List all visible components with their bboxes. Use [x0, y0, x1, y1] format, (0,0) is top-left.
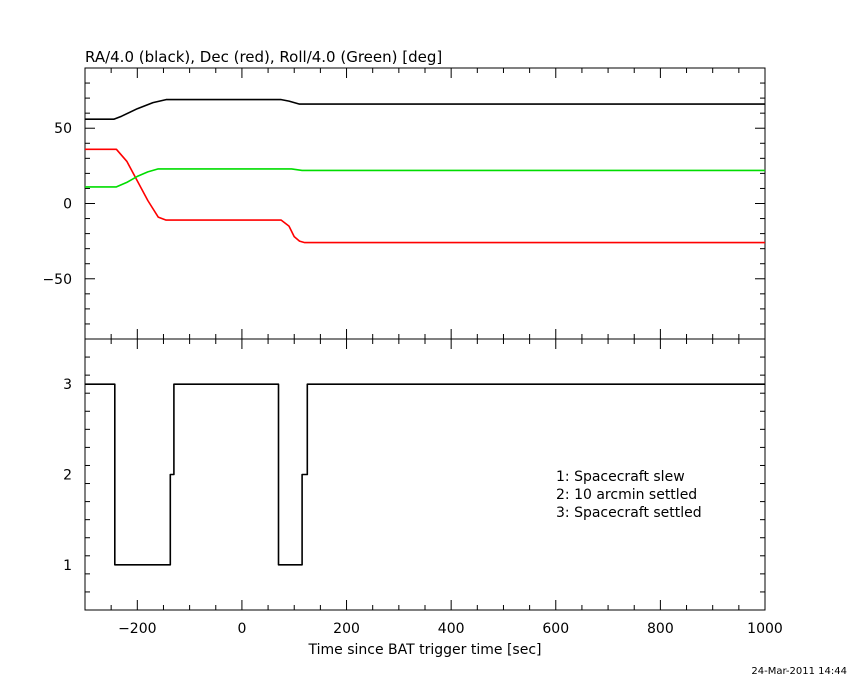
top-panel-tick-labels: −50 0 50 [42, 121, 72, 288]
y-tick-label: −50 [42, 272, 72, 288]
bottom-panel-tick-labels: 1 2 3 −200 0 200 400 600 800 1000 [63, 377, 783, 637]
y-tick-label: 1 [63, 558, 72, 574]
x-tick-label: 800 [647, 621, 674, 637]
top-panel-frame [84, 67, 766, 340]
series-line-0-0 [85, 98, 765, 120]
top-panel-ticks [84, 67, 766, 340]
y-tick-label: 50 [54, 121, 72, 137]
x-tick-label: 0 [237, 621, 246, 637]
y-tick-label: 0 [63, 197, 72, 213]
legend-item: 1: Spacecraft slew [556, 469, 685, 485]
top-panel-series [85, 98, 765, 244]
series-line-1-0 [85, 383, 765, 566]
timestamp: 24-Mar-2011 14:44 [751, 666, 847, 677]
x-tick-label: −200 [118, 621, 156, 637]
series-line-0-1 [85, 148, 765, 244]
bottom-panel-ticks [84, 338, 766, 611]
legend: 1: Spacecraft slew 2: 10 arcmin settled … [556, 469, 702, 521]
legend-item: 2: 10 arcmin settled [556, 487, 697, 503]
x-tick-label: 1000 [747, 621, 783, 637]
x-tick-label: 600 [542, 621, 569, 637]
series-line-0-2 [85, 168, 765, 188]
x-axis-label: Time since BAT trigger time [sec] [308, 642, 542, 658]
bottom-panel-series [85, 383, 765, 566]
y-tick-label: 2 [63, 468, 72, 484]
y-tick-label: 3 [63, 377, 72, 393]
legend-item: 3: Spacecraft settled [556, 505, 702, 521]
x-tick-label: 200 [333, 621, 360, 637]
top-panel-title: RA/4.0 (black), Dec (red), Roll/4.0 (Gre… [85, 48, 442, 66]
x-tick-label: 400 [438, 621, 465, 637]
